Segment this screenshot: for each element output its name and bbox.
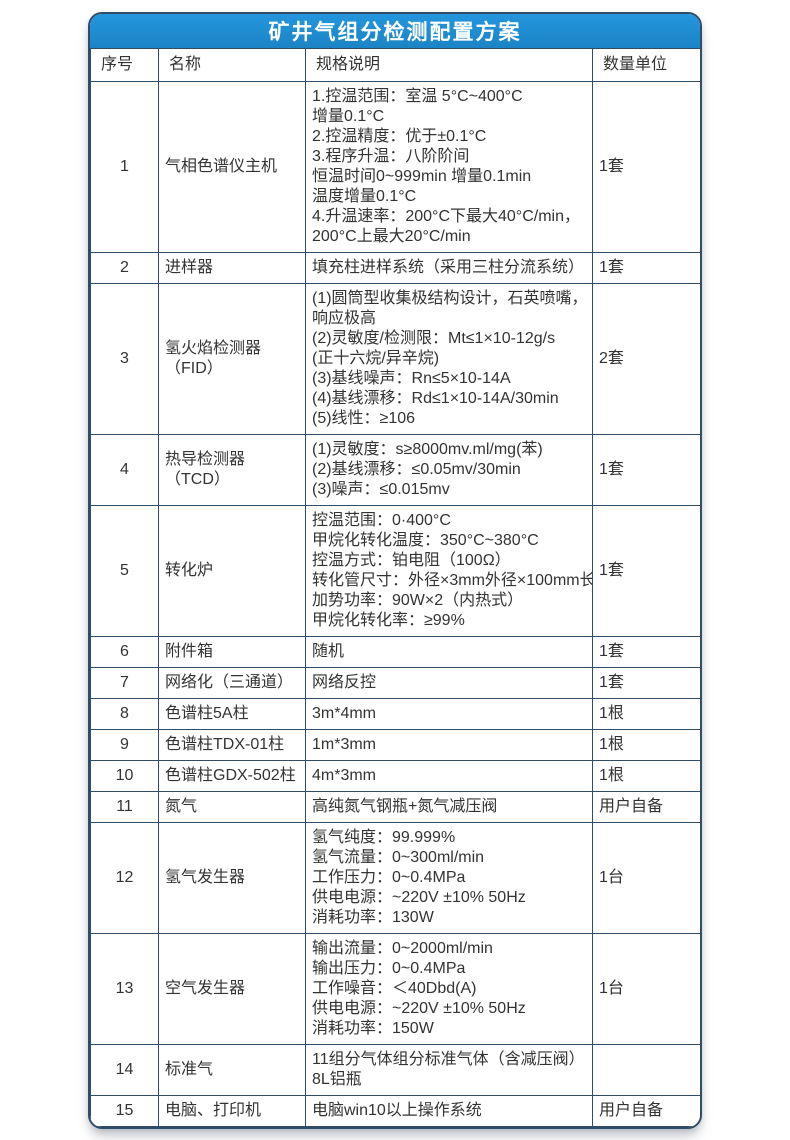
row-no: 7 <box>90 667 159 699</box>
row-spec: 网络反控 <box>305 667 593 699</box>
row-spec: 电脑win10以上操作系统 <box>305 1095 593 1127</box>
row-qty <box>592 1044 700 1096</box>
row-name: 电脑、打印机 <box>158 1095 306 1127</box>
row-spec: 填充柱进样系统（采用三柱分流系统） <box>305 252 593 284</box>
row-name: 标准气 <box>158 1044 306 1096</box>
header-no: 序号 <box>90 48 159 82</box>
row-no: 2 <box>90 252 159 284</box>
row-no: 1 <box>90 81 159 253</box>
row-spec: 4m*3mm <box>305 760 593 792</box>
header-qty: 数量单位 <box>592 48 700 82</box>
table-row: 12 氢气发生器 氢气纯度：99.999% 氢气流量：0~300ml/min 工作压力：… <box>90 822 700 934</box>
row-no: 10 <box>90 760 159 792</box>
row-qty: 1根 <box>592 698 700 730</box>
row-name: 网络化（三通道） <box>158 667 306 699</box>
row-name: 氢火焰检测器（FID） <box>158 283 306 435</box>
table-row: 11 氮气 高纯氮气钢瓶+氮气减压阀 用户自备 <box>90 791 700 823</box>
spec-table-card: 矿井气组分检测配置方案 序号 名称 规格说明 数量单位 1 气相色谱仪主机 1.控温… <box>88 12 702 1129</box>
row-no: 4 <box>90 434 159 506</box>
table-row: 7 网络化（三通道） 网络反控 1套 <box>90 667 700 699</box>
row-no: 5 <box>90 505 159 637</box>
header-row: 序号 名称 规格说明 数量单位 <box>90 48 700 82</box>
row-spec: 1m*3mm <box>305 729 593 761</box>
row-name: 色谱柱5A柱 <box>158 698 306 730</box>
row-name: 进样器 <box>158 252 306 284</box>
spec-table: 序号 名称 规格说明 数量单位 1 气相色谱仪主机 1.控温范围：室温 5°C~40… <box>90 48 700 1127</box>
row-qty: 1套 <box>592 252 700 284</box>
row-qty: 用户自备 <box>592 791 700 823</box>
table-row: 15 电脑、打印机 电脑win10以上操作系统 用户自备 <box>90 1095 700 1127</box>
row-qty: 1套 <box>592 81 700 253</box>
row-qty: 1套 <box>592 434 700 506</box>
row-spec: (1)圆筒型收集极结构设计，石英喷嘴， 响应极高 (2)灵敏度/检测限：Mt≤1×1… <box>305 283 593 435</box>
row-qty: 用户自备 <box>592 1095 700 1127</box>
table-row: 4 热导检测器（TCD） (1)灵敏度：s≥8000mv.ml/mg(苯) (2)基线… <box>90 434 700 506</box>
row-name: 空气发生器 <box>158 933 306 1045</box>
row-name: 气相色谱仪主机 <box>158 81 306 253</box>
row-qty: 2套 <box>592 283 700 435</box>
row-spec: (1)灵敏度：s≥8000mv.ml/mg(苯) (2)基线漂移：≤0.05mv/… <box>305 434 593 506</box>
table-row: 14 标准气 11组分气体组分标准气体（含减压阀） 8L铝瓶 <box>90 1044 700 1096</box>
table-row: 6 附件箱 随机 1套 <box>90 636 700 668</box>
row-spec: 11组分气体组分标准气体（含减压阀） 8L铝瓶 <box>305 1044 593 1096</box>
table-title: 矿井气组分检测配置方案 <box>90 14 700 48</box>
row-name: 氮气 <box>158 791 306 823</box>
row-name: 氢气发生器 <box>158 822 306 934</box>
table-row: 10 色谱柱GDX-502柱 4m*3mm 1根 <box>90 760 700 792</box>
row-no: 9 <box>90 729 159 761</box>
row-no: 3 <box>90 283 159 435</box>
row-qty: 1套 <box>592 636 700 668</box>
row-no: 15 <box>90 1095 159 1127</box>
row-spec: 输出流量：0~2000ml/min 输出压力：0~0.4MPa 工作噪音：＜40Db… <box>305 933 593 1045</box>
row-no: 12 <box>90 822 159 934</box>
table-header: 序号 名称 规格说明 数量单位 <box>90 48 700 82</box>
table-row: 3 氢火焰检测器（FID） (1)圆筒型收集极结构设计，石英喷嘴， 响应极高 (2)灵敏… <box>90 283 700 435</box>
table-row: 5 转化炉 控温范围：0·400°C 甲烷化转化温度：350°C~380°C 控温方式：… <box>90 505 700 637</box>
row-spec: 3m*4mm <box>305 698 593 730</box>
row-no: 6 <box>90 636 159 668</box>
row-spec: 控温范围：0·400°C 甲烷化转化温度：350°C~380°C 控温方式：铂电阻（… <box>305 505 593 637</box>
table-row: 2 进样器 填充柱进样系统（采用三柱分流系统） 1套 <box>90 252 700 284</box>
row-spec: 随机 <box>305 636 593 668</box>
row-qty: 1套 <box>592 505 700 637</box>
row-spec: 高纯氮气钢瓶+氮气减压阀 <box>305 791 593 823</box>
row-qty: 1根 <box>592 729 700 761</box>
table-row: 9 色谱柱TDX-01柱 1m*3mm 1根 <box>90 729 700 761</box>
table-row: 8 色谱柱5A柱 3m*4mm 1根 <box>90 698 700 730</box>
row-qty: 1套 <box>592 667 700 699</box>
row-name: 附件箱 <box>158 636 306 668</box>
row-name: 热导检测器（TCD） <box>158 434 306 506</box>
row-name: 转化炉 <box>158 505 306 637</box>
header-name: 名称 <box>158 48 306 82</box>
row-name: 色谱柱TDX-01柱 <box>158 729 306 761</box>
row-spec: 1.控温范围：室温 5°C~400°C 增量0.1°C 2.控温精度：优于±0.1°… <box>305 81 593 253</box>
table-body: 1 气相色谱仪主机 1.控温范围：室温 5°C~400°C 增量0.1°C 2.控温精度… <box>90 81 700 1127</box>
row-no: 13 <box>90 933 159 1045</box>
row-name: 色谱柱GDX-502柱 <box>158 760 306 792</box>
row-no: 8 <box>90 698 159 730</box>
header-spec: 规格说明 <box>305 48 593 82</box>
row-spec: 氢气纯度：99.999% 氢气流量：0~300ml/min 工作压力：0~0.4MP… <box>305 822 593 934</box>
row-no: 14 <box>90 1044 159 1096</box>
table-row: 13 空气发生器 输出流量：0~2000ml/min 输出压力：0~0.4MPa 工作噪… <box>90 933 700 1045</box>
row-qty: 1台 <box>592 933 700 1045</box>
row-qty: 1根 <box>592 760 700 792</box>
table-row: 1 气相色谱仪主机 1.控温范围：室温 5°C~400°C 增量0.1°C 2.控温精度… <box>90 81 700 253</box>
row-no: 11 <box>90 791 159 823</box>
row-qty: 1台 <box>592 822 700 934</box>
